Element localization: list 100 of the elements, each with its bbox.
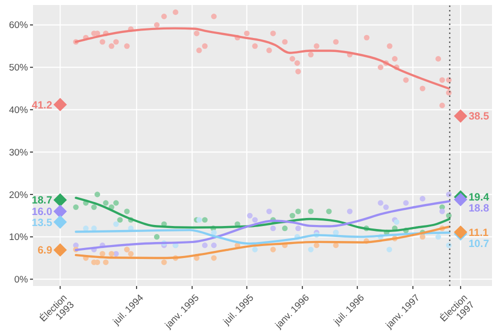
point [54, 193, 67, 206]
point [252, 246, 258, 252]
point [154, 234, 160, 240]
point [124, 208, 130, 214]
point [202, 217, 208, 223]
point [108, 43, 114, 49]
point [386, 246, 392, 252]
point [113, 221, 119, 227]
point [211, 255, 217, 261]
point [73, 204, 79, 210]
point [128, 250, 134, 257]
y-tick-label: 50% [8, 62, 29, 74]
y-tick-label: 60% [8, 20, 29, 32]
data-label: 18.7 [32, 194, 52, 207]
data-label: 41.2 [32, 99, 52, 112]
point [308, 208, 314, 214]
point [54, 204, 67, 218]
y-tick-label: 10% [8, 232, 29, 244]
point [91, 204, 97, 210]
point [333, 39, 339, 45]
line-series [74, 27, 450, 90]
point [383, 204, 389, 210]
point [290, 212, 296, 218]
point [308, 246, 314, 252]
point [117, 217, 123, 223]
point [194, 30, 200, 36]
point [314, 43, 320, 49]
point [435, 234, 442, 240]
point [378, 64, 384, 70]
point [172, 9, 178, 16]
point [54, 216, 67, 228]
point [202, 43, 208, 49]
point [102, 259, 109, 266]
point [454, 110, 468, 123]
point [102, 200, 109, 206]
point [113, 200, 119, 206]
point [211, 230, 217, 236]
data-label: 38.5 [468, 110, 490, 123]
point [154, 22, 160, 28]
point [392, 56, 398, 62]
point [54, 98, 67, 112]
data-label: 19.4 [468, 192, 490, 204]
point [100, 39, 106, 45]
point [244, 30, 250, 36]
point [252, 217, 258, 223]
point [420, 86, 426, 92]
point [326, 208, 332, 214]
point [196, 48, 202, 54]
point [94, 192, 100, 198]
point [314, 242, 320, 248]
point [270, 226, 276, 232]
point [364, 34, 370, 40]
point [386, 43, 392, 49]
point [211, 242, 217, 248]
point [439, 208, 445, 214]
point [420, 196, 426, 202]
point [295, 208, 301, 214]
y-tick-label: 20% [8, 190, 29, 201]
point [270, 30, 276, 36]
point [161, 14, 167, 20]
point [346, 208, 353, 214]
point [295, 226, 301, 232]
point [308, 52, 314, 58]
point [282, 39, 288, 45]
point [294, 60, 300, 66]
point [454, 193, 468, 206]
point [290, 56, 296, 62]
point [108, 250, 114, 257]
point [196, 217, 202, 223]
point [54, 243, 67, 256]
point [435, 56, 442, 62]
point [378, 200, 384, 206]
point [124, 43, 130, 49]
point [439, 102, 445, 108]
data-label: 11.1 [468, 226, 489, 239]
point [247, 212, 253, 218]
point [403, 200, 409, 206]
point [266, 208, 272, 214]
y-tick-label: 0% [14, 274, 29, 286]
line-series [74, 226, 451, 260]
point [270, 246, 276, 252]
line-series [74, 200, 451, 252]
point [403, 77, 409, 83]
point [439, 77, 445, 83]
y-tick-label: 40% [8, 105, 29, 116]
data-label: 6.9 [38, 244, 52, 257]
point [252, 43, 258, 49]
point [295, 68, 301, 74]
data-label: 13.5 [32, 217, 52, 230]
point [420, 234, 426, 240]
point [161, 259, 167, 266]
data-label: 18.8 [468, 202, 490, 215]
point [333, 242, 339, 248]
point [100, 250, 106, 257]
point [211, 14, 217, 20]
data-label: 10.7 [468, 238, 490, 250]
y-tick-label: 30% [8, 147, 29, 158]
point [266, 48, 272, 54]
point [282, 226, 288, 232]
point [113, 39, 119, 45]
